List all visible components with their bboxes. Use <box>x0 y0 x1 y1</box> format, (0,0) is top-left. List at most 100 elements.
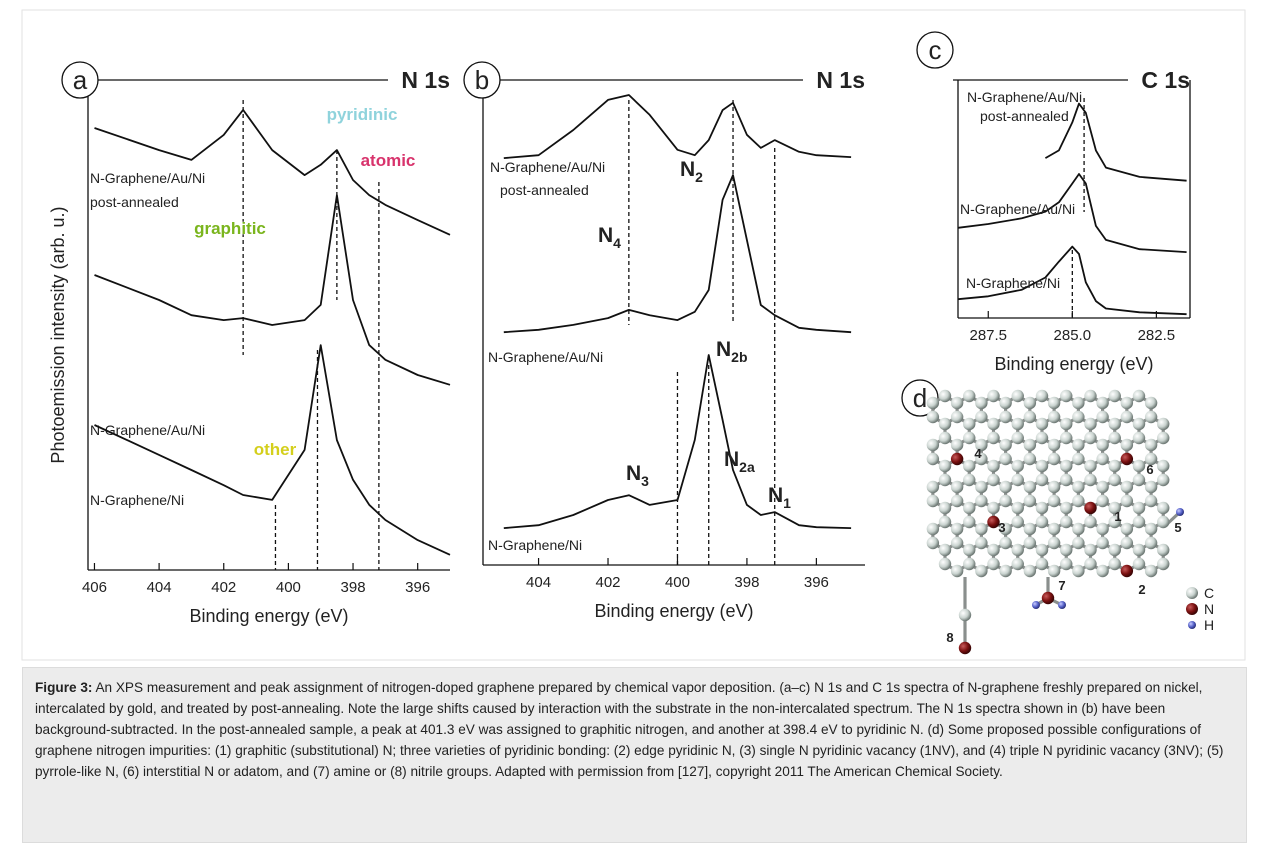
atom <box>1036 502 1048 514</box>
atom <box>963 516 975 528</box>
atom <box>1012 460 1024 472</box>
peak-label-sub: 1 <box>783 495 791 511</box>
atom <box>975 397 987 409</box>
atom <box>1012 544 1024 556</box>
atom <box>1109 558 1121 570</box>
atom <box>1084 558 1096 570</box>
atom <box>999 439 1011 451</box>
atom <box>1072 453 1084 465</box>
atom <box>1145 411 1157 423</box>
atom <box>1032 601 1040 609</box>
legend-symbol <box>1186 603 1198 615</box>
atom <box>1048 439 1060 451</box>
atom <box>1024 565 1036 577</box>
atom <box>1084 390 1096 402</box>
atom <box>999 411 1011 423</box>
atom <box>959 642 971 654</box>
panel-label: a <box>73 65 88 95</box>
atom <box>1072 397 1084 409</box>
x-tick-label: 402 <box>211 579 236 596</box>
legend-label: H <box>1204 617 1214 633</box>
atom <box>1012 432 1024 444</box>
atom <box>1048 481 1060 493</box>
atom <box>1096 495 1108 507</box>
atom <box>1133 502 1145 514</box>
legend-label: C <box>1204 585 1214 601</box>
atom <box>1060 432 1072 444</box>
panel-title: C 1s <box>1141 67 1190 93</box>
atom <box>951 537 963 549</box>
atom <box>1133 474 1145 486</box>
atom <box>1024 411 1036 423</box>
atom <box>1036 432 1048 444</box>
x-tick-label: 282.5 <box>1138 327 1176 344</box>
atom <box>1096 481 1108 493</box>
series-label: N-Graphene/Au/Ni <box>967 89 1082 105</box>
atom <box>927 523 939 535</box>
peak-annotation: pyridinic <box>327 105 398 124</box>
peak-label-main: N <box>598 224 613 247</box>
series-label: post-annealed <box>90 194 179 210</box>
atom <box>1084 418 1096 430</box>
atom <box>1036 418 1048 430</box>
caption-label: Figure 3: <box>35 680 92 695</box>
atom <box>987 502 999 514</box>
atom <box>963 502 975 514</box>
peak-label-sub: 4 <box>613 235 621 251</box>
atom <box>927 537 939 549</box>
atom <box>1133 544 1145 556</box>
caption: Figure 3: An XPS measurement and peak as… <box>22 667 1247 843</box>
atom <box>927 453 939 465</box>
atom <box>963 558 975 570</box>
atom <box>1024 495 1036 507</box>
atom <box>951 397 963 409</box>
atom <box>1157 474 1169 486</box>
atom <box>1012 558 1024 570</box>
atom <box>1121 565 1133 577</box>
atom <box>1060 544 1072 556</box>
atom <box>987 474 999 486</box>
atom <box>987 418 999 430</box>
panel-label: d <box>913 383 927 413</box>
atom <box>963 474 975 486</box>
atom <box>1036 558 1048 570</box>
atom <box>1072 537 1084 549</box>
atom <box>1145 439 1157 451</box>
peak-label-main: N <box>626 462 641 485</box>
panel-title: N 1s <box>401 67 450 93</box>
atom <box>1060 418 1072 430</box>
atom <box>951 565 963 577</box>
atom <box>975 481 987 493</box>
site-label: 4 <box>974 446 982 461</box>
atom <box>1048 495 1060 507</box>
x-tick-label: 287.5 <box>969 327 1007 344</box>
atom <box>939 418 951 430</box>
atom <box>1096 411 1108 423</box>
atom <box>1145 537 1157 549</box>
atom <box>1036 474 1048 486</box>
atom <box>1133 390 1145 402</box>
series-label: post-annealed <box>500 182 589 198</box>
atom <box>939 460 951 472</box>
atom <box>927 481 939 493</box>
atom <box>1145 565 1157 577</box>
atom <box>927 495 939 507</box>
atom <box>1084 432 1096 444</box>
x-tick-label: 402 <box>596 574 621 591</box>
x-tick-label: 396 <box>804 574 829 591</box>
atom <box>1084 460 1096 472</box>
peak-label-sub: 2 <box>695 169 703 185</box>
atom <box>1121 397 1133 409</box>
atom <box>1072 523 1084 535</box>
atom <box>1060 390 1072 402</box>
atom <box>963 544 975 556</box>
atom <box>1096 565 1108 577</box>
atom <box>951 481 963 493</box>
x-tick-label: 404 <box>147 579 172 596</box>
atom <box>1157 502 1169 514</box>
atom <box>1133 418 1145 430</box>
atom <box>1121 495 1133 507</box>
series-label: N-Graphene/Au/Ni <box>488 349 603 365</box>
x-tick-label: 398 <box>341 579 366 596</box>
